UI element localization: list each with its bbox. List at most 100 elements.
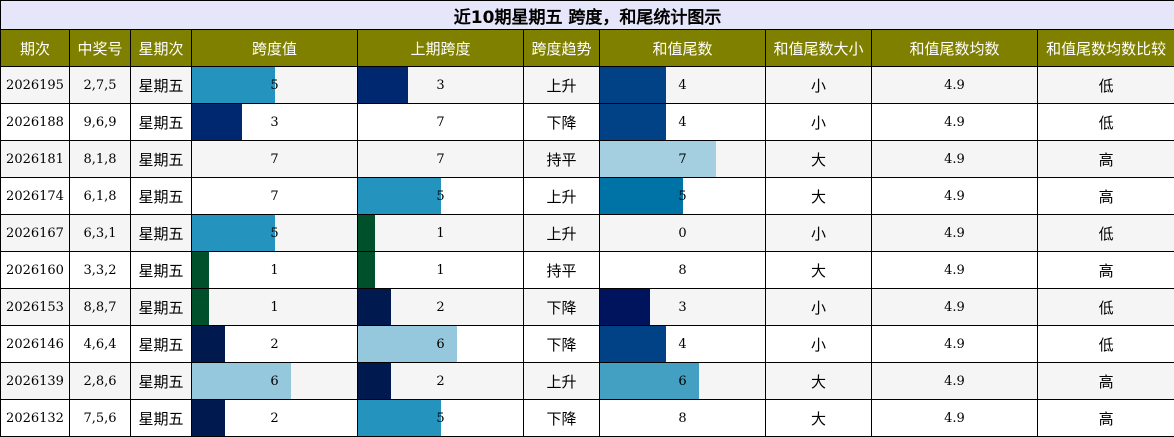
sum-tail-cell: 5 <box>600 178 766 215</box>
sum-tail-cell: 0 <box>600 215 766 252</box>
sum-tail-avg-cell: 4.9 <box>872 326 1038 363</box>
sum-tail-cell: 4 <box>600 67 766 104</box>
sum-tail-avg-cell: 4.9 <box>872 400 1038 437</box>
table-title: 近10期星期五 跨度，和尾统计图示 <box>1 1 1174 30</box>
weekday-cell: 星期五 <box>131 67 192 104</box>
prev-span-value: 3 <box>436 78 444 93</box>
sum-tail-cmp-cell: 高 <box>1038 178 1174 215</box>
weekday-cell: 星期五 <box>131 289 192 326</box>
span-bar <box>192 215 275 251</box>
span-bar <box>192 104 242 140</box>
sum-tail-cell: 4 <box>600 326 766 363</box>
winning-numbers-cell: 3,3,2 <box>70 252 131 289</box>
sum-tail-cell: 8 <box>600 252 766 289</box>
tail-value: 6 <box>678 374 686 389</box>
prev-span-bar <box>358 252 375 288</box>
sum-tail-cmp-cell: 高 <box>1038 363 1174 400</box>
prev-span-value: 1 <box>436 263 444 278</box>
prev-span-bar <box>358 178 441 214</box>
tail-value: 5 <box>678 189 686 204</box>
span-value: 2 <box>270 337 278 352</box>
span-cell: 7 <box>192 141 358 178</box>
tail-bar <box>600 104 666 140</box>
span-bar <box>192 400 225 436</box>
tail-bar <box>600 289 650 325</box>
winning-numbers-cell: 6,3,1 <box>70 215 131 252</box>
sum-tail-avg-cell: 4.9 <box>872 252 1038 289</box>
span-value: 3 <box>270 115 278 130</box>
sum-tail-cell: 4 <box>600 104 766 141</box>
period-cell: 2026132 <box>1 400 70 437</box>
prev-span-cell: 1 <box>358 215 524 252</box>
prev-span-bar <box>358 400 441 436</box>
sum-tail-size-cell: 大 <box>766 252 872 289</box>
tail-value: 8 <box>678 411 686 426</box>
span-cell: 2 <box>192 326 358 363</box>
span-cell: 1 <box>192 252 358 289</box>
tail-value: 3 <box>678 300 686 315</box>
span-trend-cell: 上升 <box>524 67 600 104</box>
prev-span-value: 6 <box>436 337 444 352</box>
period-cell: 2026146 <box>1 326 70 363</box>
sum-tail-avg-cell: 4.9 <box>872 178 1038 215</box>
weekday-cell: 星期五 <box>131 363 192 400</box>
sum-tail-size-cell: 小 <box>766 289 872 326</box>
sum-tail-cmp-cell: 低 <box>1038 67 1174 104</box>
prev-span-value: 7 <box>436 115 444 130</box>
tail-bar <box>600 67 666 103</box>
span-trend-cell: 下降 <box>524 400 600 437</box>
tail-value: 8 <box>678 263 686 278</box>
header-sum-tail-cmp: 和值尾数均数比较 <box>1038 30 1174 67</box>
winning-numbers-cell: 4,6,4 <box>70 326 131 363</box>
period-cell: 2026167 <box>1 215 70 252</box>
span-cell: 3 <box>192 104 358 141</box>
prev-span-bar <box>358 289 391 325</box>
weekday-cell: 星期五 <box>131 141 192 178</box>
prev-span-value: 1 <box>436 226 444 241</box>
winning-numbers-cell: 2,8,6 <box>70 363 131 400</box>
winning-numbers-cell: 8,8,7 <box>70 289 131 326</box>
tail-bar <box>600 326 666 362</box>
sum-tail-size-cell: 小 <box>766 326 872 363</box>
span-value: 7 <box>270 152 278 167</box>
header-span: 跨度值 <box>192 30 358 67</box>
sum-tail-cmp-cell: 低 <box>1038 289 1174 326</box>
tail-bar <box>600 141 716 177</box>
sum-tail-avg-cell: 4.9 <box>872 67 1038 104</box>
winning-numbers-cell: 8,1,8 <box>70 141 131 178</box>
sum-tail-avg-cell: 4.9 <box>872 141 1038 178</box>
span-cell: 6 <box>192 363 358 400</box>
sum-tail-avg-cell: 4.9 <box>872 289 1038 326</box>
span-value: 5 <box>270 78 278 93</box>
period-cell: 2026153 <box>1 289 70 326</box>
header-sum-tail-size: 和值尾数大小 <box>766 30 872 67</box>
span-bar <box>192 289 209 325</box>
sum-tail-cell: 8 <box>600 400 766 437</box>
span-trend-cell: 下降 <box>524 289 600 326</box>
weekday-cell: 星期五 <box>131 400 192 437</box>
span-trend-cell: 下降 <box>524 104 600 141</box>
span-value: 7 <box>270 189 278 204</box>
span-trend-cell: 上升 <box>524 178 600 215</box>
tail-value: 4 <box>678 337 686 352</box>
header-period: 期次 <box>1 30 70 67</box>
period-cell: 2026181 <box>1 141 70 178</box>
prev-span-value: 2 <box>436 374 444 389</box>
sum-tail-cmp-cell: 高 <box>1038 252 1174 289</box>
sum-tail-avg-cell: 4.9 <box>872 363 1038 400</box>
span-cell: 7 <box>192 178 358 215</box>
sum-tail-size-cell: 大 <box>766 363 872 400</box>
sum-tail-cmp-cell: 高 <box>1038 400 1174 437</box>
span-trend-cell: 持平 <box>524 141 600 178</box>
span-value: 2 <box>270 411 278 426</box>
span-cell: 2 <box>192 400 358 437</box>
prev-span-cell: 2 <box>358 289 524 326</box>
weekday-cell: 星期五 <box>131 252 192 289</box>
sum-tail-size-cell: 小 <box>766 67 872 104</box>
